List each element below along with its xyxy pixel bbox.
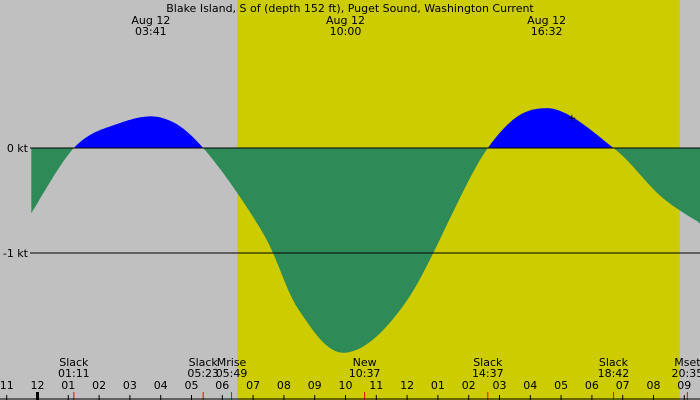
hour-tick-label: 03 [493,379,507,392]
event-label: New [353,356,377,369]
current-time-marker: + [567,112,576,125]
hour-tick-label: 04 [154,379,168,392]
hour-tick-label: 11 [369,379,383,392]
event-time: 05:23 [187,367,219,380]
event-time: 10:37 [349,367,381,380]
hour-tick-label: 08 [647,379,661,392]
hour-tick-label: 10 [339,379,353,392]
hour-tick-label: 03 [123,379,137,392]
flood-area [73,116,204,148]
event-label: Slack [189,356,219,369]
hour-tick-label: 12 [400,379,414,392]
hour-tick-label: 05 [185,379,199,392]
y-tick-label: -1 kt [3,247,29,260]
peak-date: Aug 12 [131,14,170,27]
hour-tick-label: 11 [0,379,14,392]
peak-time: 10:00 [330,25,362,38]
hour-tick-label: 04 [523,379,537,392]
hour-tick-label: 08 [277,379,291,392]
peak-date: Aug 12 [326,14,365,27]
hour-tick-label: 07 [246,379,260,392]
ebb-area [203,148,488,353]
peak-time: 03:41 [135,25,167,38]
hour-tick-label: 01 [431,379,445,392]
hour-tick-label: 07 [616,379,630,392]
flood-area [487,108,614,148]
event-label: Slack [473,356,503,369]
event-time: 14:37 [472,367,504,380]
event-time: 20:35 [672,367,700,380]
hour-tick-label: 02 [462,379,476,392]
hour-tick-label: 09 [677,379,691,392]
hour-tick-label: 06 [585,379,599,392]
hour-tick-label: 01 [61,379,75,392]
hour-tick-label: 09 [308,379,322,392]
y-tick-label: 0 kt [7,142,29,155]
event-label: Mset [674,356,700,369]
event-time: 18:42 [598,367,630,380]
event-label: Mrise [217,356,247,369]
hour-tick-label: 02 [92,379,106,392]
event-time: 01:11 [58,367,90,380]
hour-tick-label: 12 [31,379,45,392]
hour-tick-label: 06 [215,379,229,392]
ebb-area [613,148,700,241]
event-time: 05:49 [216,367,248,380]
peak-date: Aug 12 [527,14,566,27]
peak-time: 16:32 [531,25,563,38]
event-label: Slack [59,356,89,369]
chart-title: Blake Island, S of (depth 152 ft), Puget… [166,2,534,15]
event-label: Slack [599,356,629,369]
hour-tick-label: 05 [554,379,568,392]
ebb-area [31,148,74,214]
